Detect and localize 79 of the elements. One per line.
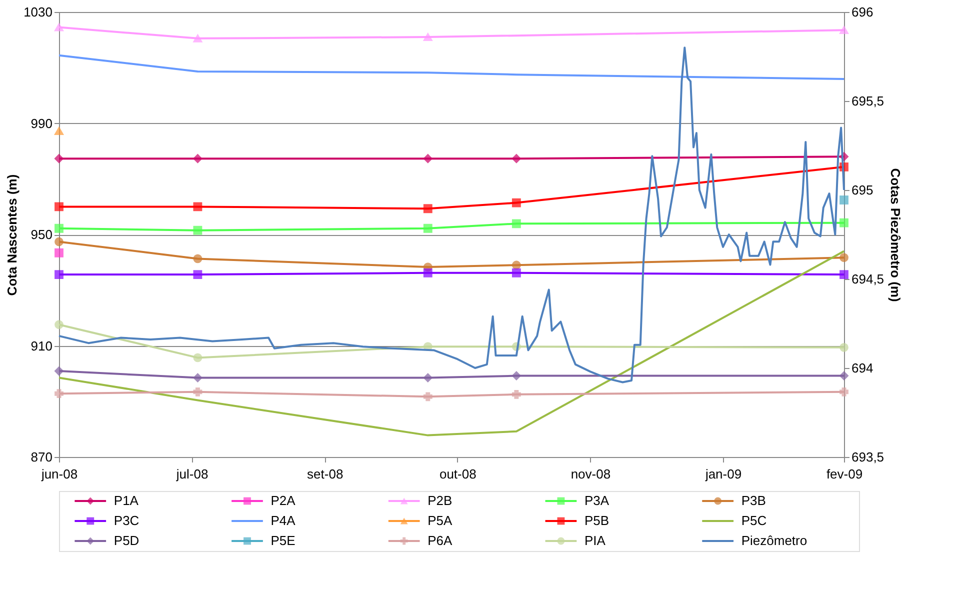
point	[193, 270, 202, 280]
point	[512, 198, 521, 208]
y2-tick-label: 693,5	[852, 450, 884, 464]
point	[193, 226, 202, 235]
legend-label: P2B	[428, 493, 452, 508]
point	[423, 33, 432, 41]
legend-label: P2A	[270, 493, 296, 508]
x-tick-label: jun-08	[40, 466, 78, 482]
point	[840, 270, 848, 280]
point	[54, 320, 64, 330]
point	[423, 224, 432, 233]
legend-label: P5D	[114, 533, 140, 548]
point	[54, 127, 64, 135]
x-tick-label: set-08	[307, 466, 344, 482]
y2-tick-label: 696	[852, 4, 874, 20]
point	[512, 390, 521, 399]
x-tick-label: out-08	[439, 466, 476, 482]
point	[193, 387, 202, 396]
y2-tick-label: 695	[852, 182, 874, 198]
y-axis-title: Cota Nascentes (m)	[4, 174, 20, 296]
y2-axis-title: Cotas Piezômetro (m)	[888, 168, 904, 302]
point	[840, 371, 848, 380]
point	[512, 219, 521, 228]
y-tick-label: 990	[30, 116, 52, 131]
y2-tick-label: 695,5	[852, 94, 884, 108]
point	[423, 373, 432, 382]
point	[54, 389, 64, 398]
legend-label: P3C	[114, 513, 140, 528]
legend-label: P1A	[114, 493, 139, 508]
point	[840, 196, 848, 204]
legend-label: P5E	[270, 533, 296, 548]
point	[512, 154, 521, 164]
point	[840, 387, 848, 396]
y2-tick-label: 694	[852, 360, 874, 376]
point	[54, 366, 64, 376]
line-series	[58, 46, 845, 384]
point	[423, 268, 432, 278]
x-tick-label: fev-09	[826, 466, 863, 482]
point	[193, 373, 202, 382]
line-series	[58, 54, 845, 80]
point	[54, 270, 64, 280]
point	[193, 34, 202, 42]
point	[423, 392, 432, 402]
y2-tick-label: 694,5	[852, 272, 884, 286]
point	[54, 23, 64, 32]
point	[54, 248, 64, 258]
point	[840, 253, 848, 262]
point	[193, 353, 202, 362]
legend-label: Piezômetro	[741, 533, 808, 548]
point	[54, 202, 64, 212]
legend-label: P3B	[741, 493, 766, 508]
point	[840, 218, 848, 228]
legend-label: P5A	[428, 513, 453, 528]
point	[193, 254, 202, 264]
point	[840, 26, 848, 34]
y-tick-label: 870	[30, 450, 52, 464]
point	[512, 260, 521, 270]
point	[423, 204, 432, 214]
point	[423, 154, 432, 164]
legend-label: P6A	[428, 533, 453, 548]
y-tick-label: 1030	[24, 4, 52, 20]
legend-label: P3A	[584, 493, 610, 508]
y-tick-label: 950	[30, 227, 52, 242]
x-tick-label: jul-08	[175, 466, 208, 482]
point	[54, 154, 64, 164]
point	[512, 268, 521, 278]
x-tick-label: nov-08	[570, 466, 611, 482]
point	[193, 154, 202, 164]
point	[840, 342, 848, 352]
point	[512, 371, 521, 380]
y-tick-label: 910	[30, 338, 52, 354]
legend-label: P5B	[584, 513, 610, 528]
line-series	[58, 250, 845, 436]
point	[193, 202, 202, 212]
legend-label: P4A	[270, 513, 296, 528]
legend-label: PIA	[584, 533, 606, 548]
point	[54, 224, 64, 233]
legend-label: P5C	[741, 513, 767, 528]
x-tick-label: jan-09	[704, 466, 742, 482]
